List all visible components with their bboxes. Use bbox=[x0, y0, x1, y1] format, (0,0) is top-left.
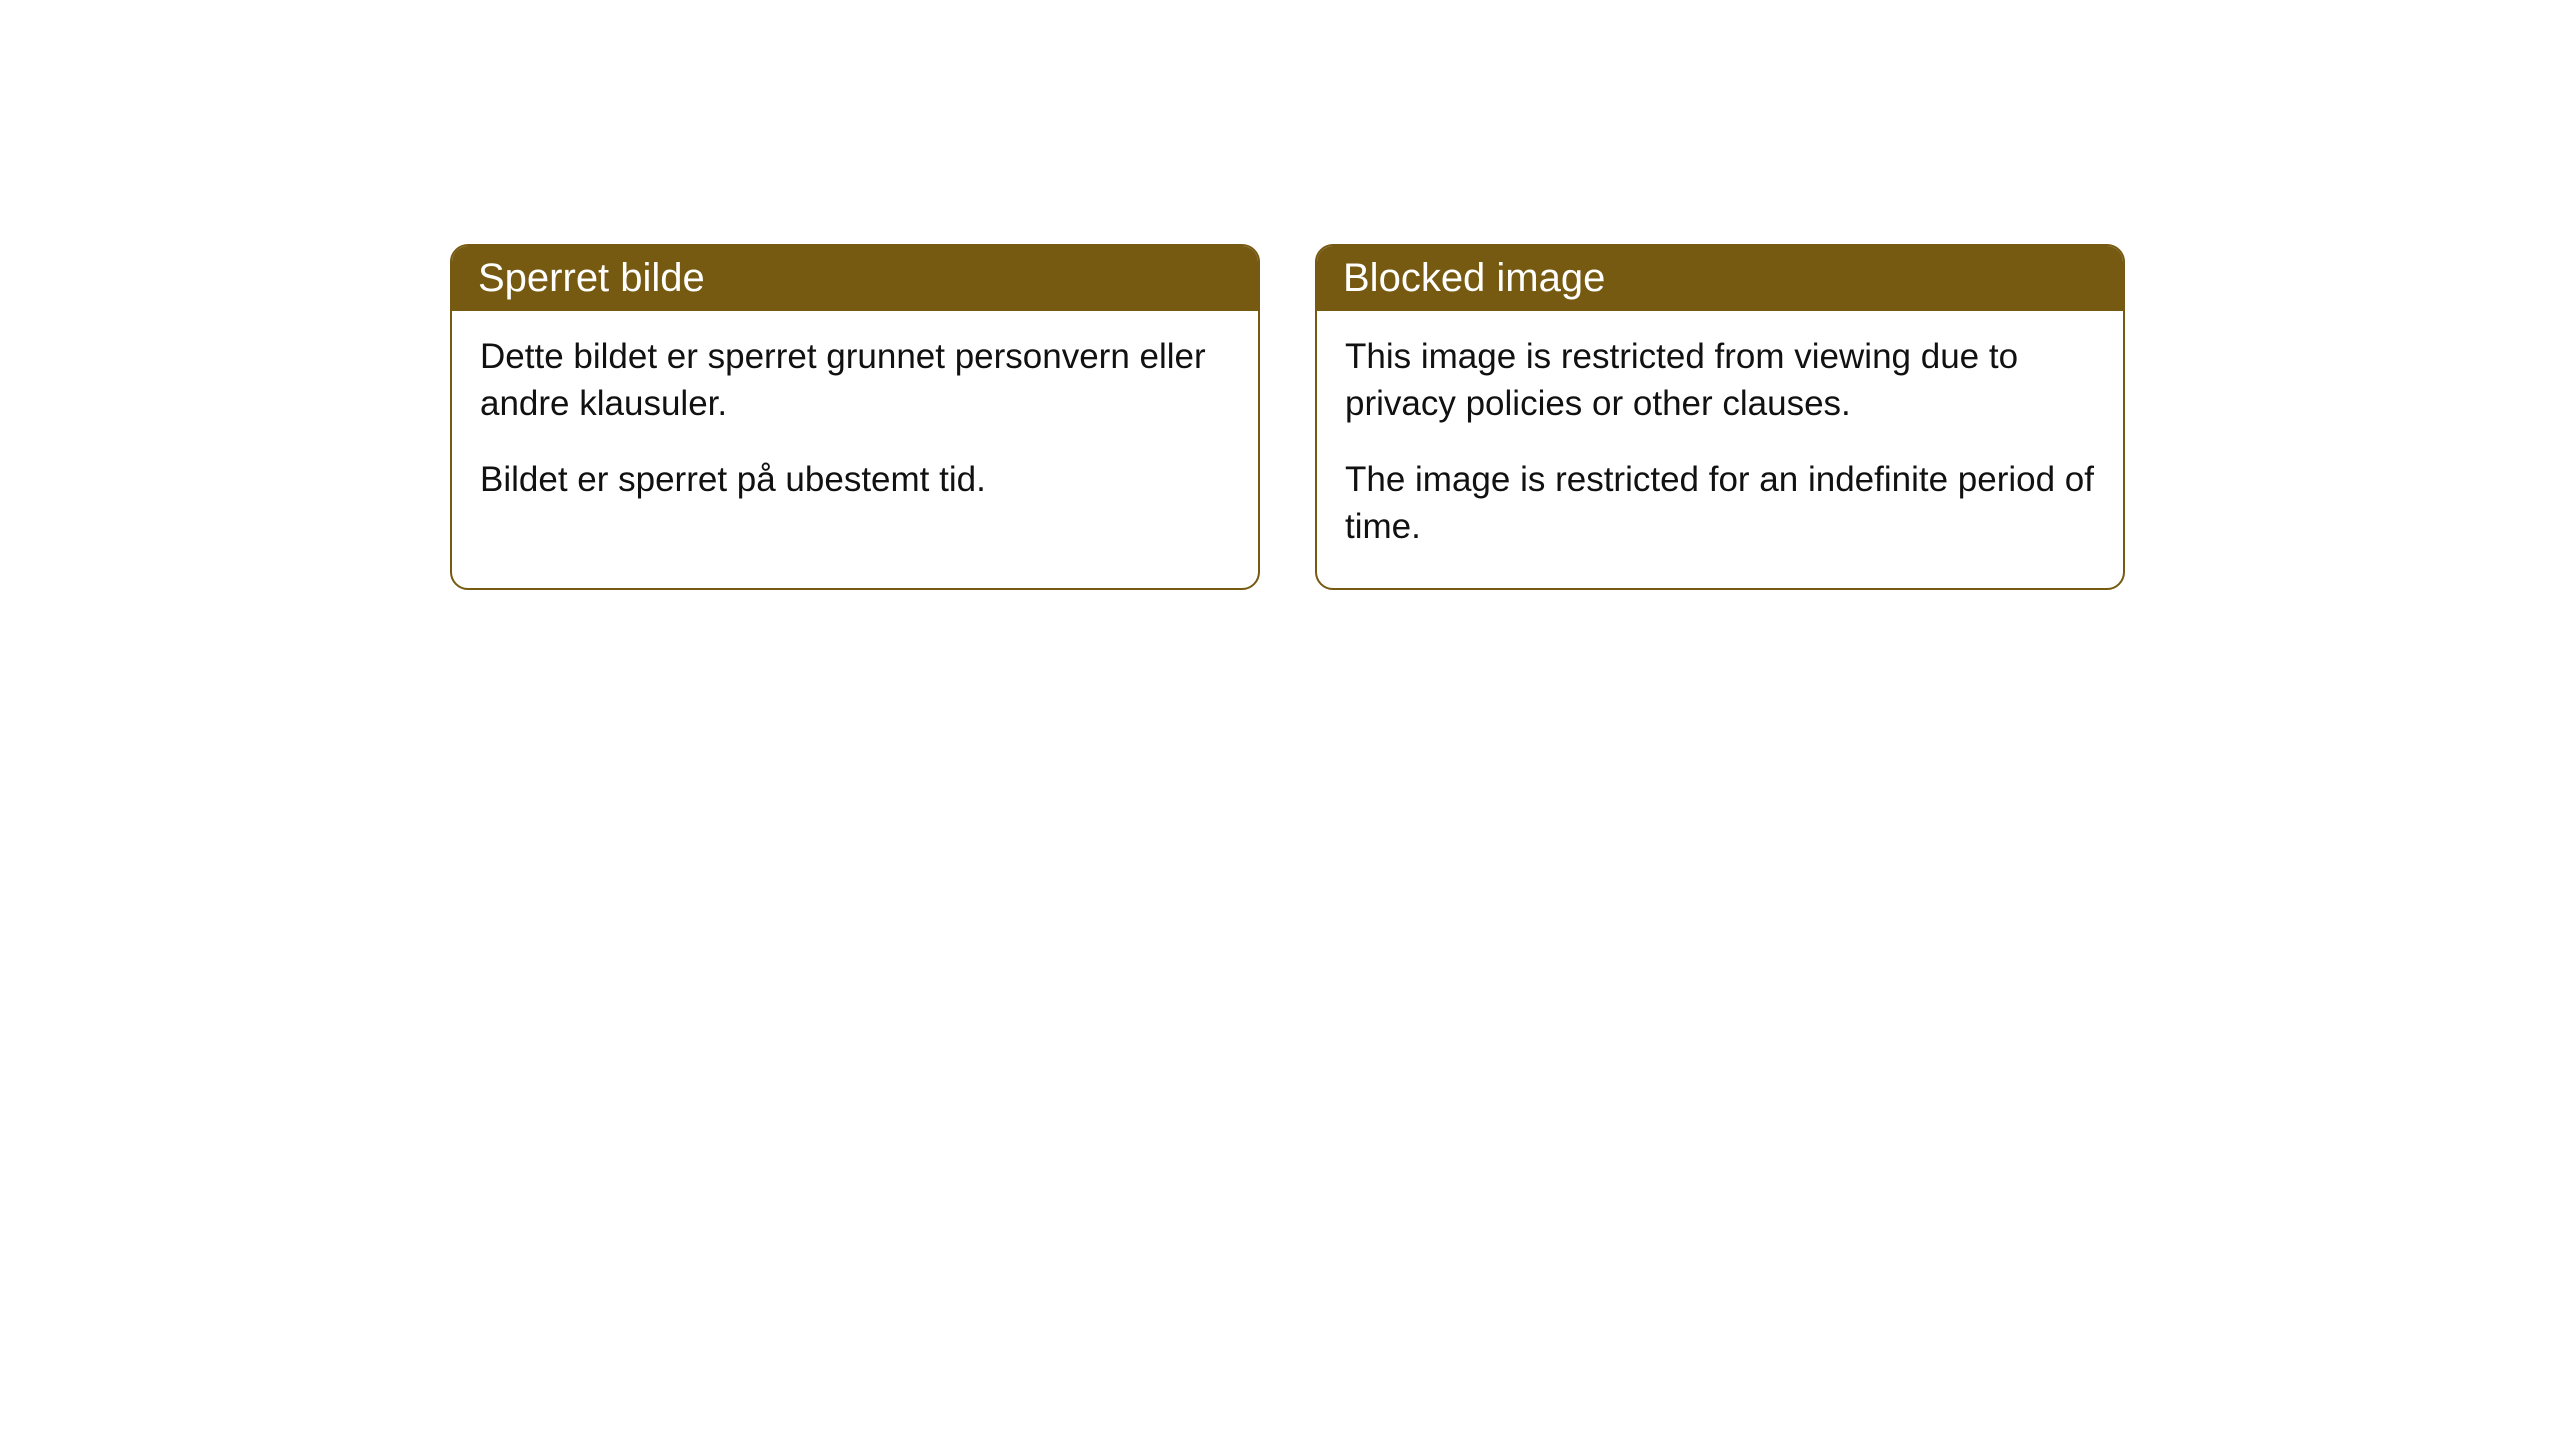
card-body: Dette bildet er sperret grunnet personve… bbox=[452, 311, 1258, 541]
card-paragraph: Bildet er sperret på ubestemt tid. bbox=[480, 456, 1230, 503]
blocked-image-card-norwegian: Sperret bilde Dette bildet er sperret gr… bbox=[450, 244, 1260, 590]
card-header: Blocked image bbox=[1317, 246, 2123, 311]
card-header: Sperret bilde bbox=[452, 246, 1258, 311]
card-title: Sperret bilde bbox=[478, 256, 705, 300]
card-paragraph: The image is restricted for an indefinit… bbox=[1345, 456, 2095, 551]
card-paragraph: Dette bildet er sperret grunnet personve… bbox=[480, 333, 1230, 428]
blocked-image-card-english: Blocked image This image is restricted f… bbox=[1315, 244, 2125, 590]
card-body: This image is restricted from viewing du… bbox=[1317, 311, 2123, 588]
card-paragraph: This image is restricted from viewing du… bbox=[1345, 333, 2095, 428]
notice-cards-container: Sperret bilde Dette bildet er sperret gr… bbox=[450, 244, 2125, 590]
card-title: Blocked image bbox=[1343, 256, 1605, 300]
